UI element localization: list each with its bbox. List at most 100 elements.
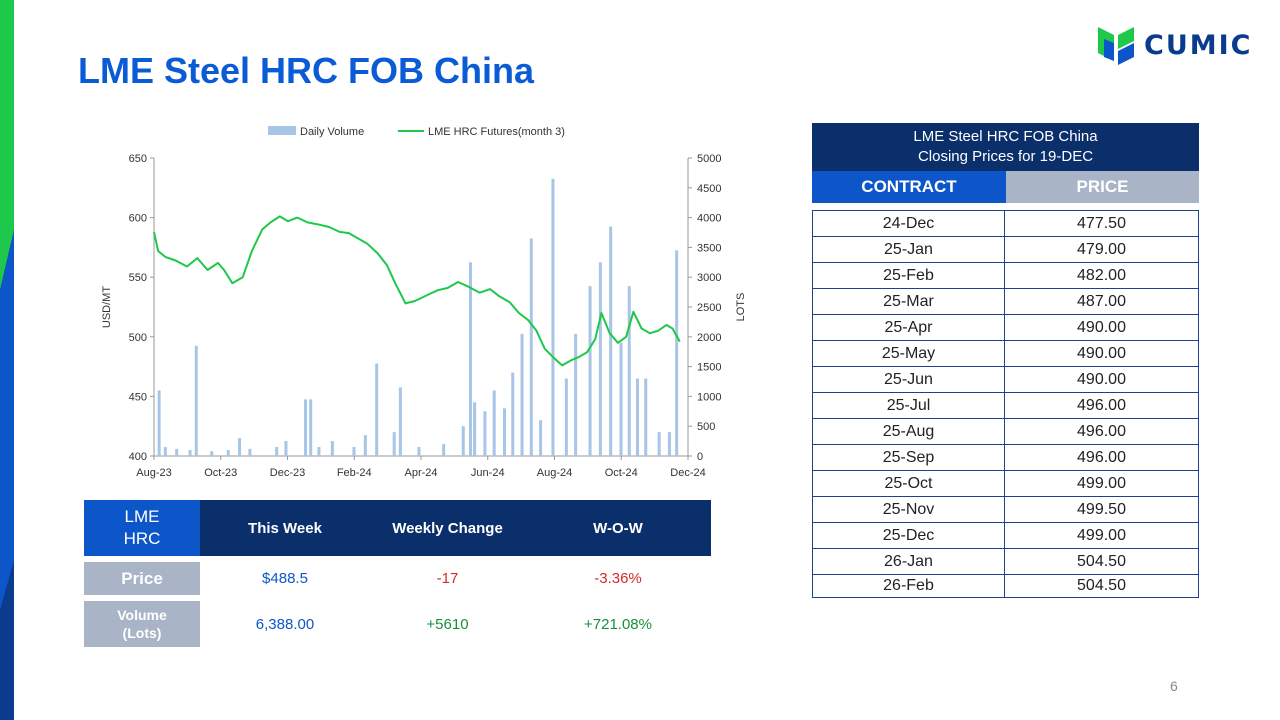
y-axis-right-title: LOTS xyxy=(735,293,747,322)
volume-bar xyxy=(520,333,524,456)
weekly-summary-table: LME HRC This Week Weekly Change W-O-W Pri… xyxy=(84,500,711,647)
table-row: 25-Mar 487.00 xyxy=(813,289,1198,315)
price-cell: 499.00 xyxy=(1077,526,1126,544)
volume-label-line1: Volume xyxy=(117,607,167,623)
volume-bar xyxy=(442,444,446,456)
y-right-tick-label: 500 xyxy=(697,421,715,433)
contract-cell: 25-Nov xyxy=(813,497,1005,522)
table-row: 26-Jan 504.50 xyxy=(813,549,1198,575)
x-tick-label: Feb-24 xyxy=(337,467,372,479)
table-row: 25-Oct 499.00 xyxy=(813,471,1198,497)
contract-cell: 25-Aug xyxy=(813,419,1005,444)
summary-header-row: LME HRC This Week Weekly Change W-O-W xyxy=(84,500,711,556)
volume-this-week: 6,388.00 xyxy=(255,615,315,633)
contract-cell: 25-Jan xyxy=(813,237,1005,262)
volume-bar xyxy=(609,226,613,456)
y-right-tick-label: 3500 xyxy=(697,242,721,254)
volume-bar xyxy=(473,402,477,456)
summary-corner-label: LME HRC xyxy=(84,500,200,556)
volume-bar xyxy=(657,432,661,456)
prices-title-line1: LME Steel HRC FOB China xyxy=(913,128,1098,145)
y-right-tick-label: 0 xyxy=(697,451,703,463)
corner-label-line1: LME xyxy=(124,507,160,526)
price-cell: 482.00 xyxy=(1077,266,1126,284)
contract-cell: 25-Sep xyxy=(813,445,1005,470)
volume-bar xyxy=(157,390,161,456)
table-row: 25-Jun 490.00 xyxy=(813,367,1198,393)
y-left-tick-label: 650 xyxy=(129,153,147,165)
table-row: 25-Dec 499.00 xyxy=(813,523,1198,549)
volume-bar xyxy=(304,399,308,456)
col-price-header: PRICE xyxy=(1006,171,1199,203)
price-cell: 487.00 xyxy=(1077,292,1126,310)
summary-price-row: Price $488.5 -17 -3.36% xyxy=(84,562,711,595)
y-left-tick-label: 400 xyxy=(129,451,147,463)
contract-cell: 25-Jul xyxy=(813,393,1005,418)
header-wow: W-O-W xyxy=(593,519,643,537)
y-left-tick-label: 600 xyxy=(129,213,147,225)
price-cell: 504.50 xyxy=(1077,577,1126,594)
price-wow: -3.36% xyxy=(594,570,642,587)
volume-bar xyxy=(627,286,631,456)
contract-cell: 25-Apr xyxy=(813,315,1005,340)
contract-cell: 25-Dec xyxy=(813,523,1005,548)
accent-stripe xyxy=(0,0,14,720)
price-cell: 496.00 xyxy=(1077,422,1126,440)
y-right-tick-label: 1000 xyxy=(697,391,721,403)
y-right-tick-label: 2500 xyxy=(697,302,721,314)
legend-volume-label: Daily Volume xyxy=(300,126,364,138)
prices-column-headers: CONTRACT PRICE xyxy=(812,171,1199,203)
price-cell: 490.00 xyxy=(1077,318,1126,336)
volume-bar xyxy=(503,408,507,456)
x-tick-label: Aug-23 xyxy=(136,467,171,479)
price-cell: 490.00 xyxy=(1077,344,1126,362)
x-tick-label: Oct-24 xyxy=(605,467,638,479)
volume-bar xyxy=(330,441,334,456)
summary-volume-row: Volume (Lots) 6,388.00 +5610 +721.08% xyxy=(84,601,711,647)
price-cell: 496.00 xyxy=(1077,448,1126,466)
volume-bar xyxy=(588,286,592,456)
volume-bar xyxy=(352,447,356,456)
volume-bar xyxy=(363,435,367,456)
table-row: 24-Dec 477.50 xyxy=(813,211,1198,237)
volume-bar xyxy=(461,426,465,456)
volume-bar xyxy=(398,387,402,456)
volume-bar xyxy=(375,363,379,456)
volume-bar xyxy=(248,448,252,456)
volume-bar xyxy=(392,432,396,456)
volume-bar xyxy=(317,447,321,456)
volume-label-line2: (Lots) xyxy=(122,625,162,641)
page-title: LME Steel HRC FOB China xyxy=(78,50,535,91)
closing-prices-table: LME Steel HRC FOB China Closing Prices f… xyxy=(812,123,1199,598)
prices-table-title: LME Steel HRC FOB China Closing Prices f… xyxy=(812,123,1199,171)
x-tick-label: Apr-24 xyxy=(404,467,437,479)
price-cell: 499.50 xyxy=(1077,500,1126,518)
table-row: 25-Aug 496.00 xyxy=(813,419,1198,445)
prices-rows: 24-Dec 477.50 25-Jan 479.00 25-Feb 482.00 25-M… xyxy=(812,210,1199,598)
volume-bar xyxy=(574,333,578,456)
legend-futures-label: LME HRC Futures(month 3) xyxy=(428,126,565,138)
y-right-tick-label: 4500 xyxy=(697,183,721,195)
col-contract-header: CONTRACT xyxy=(812,171,1006,203)
chart-canvas: 6506005505004504005000450040003500300025… xyxy=(101,126,747,479)
volume-bar xyxy=(511,372,515,456)
contract-cell: 24-Dec xyxy=(813,211,1005,236)
y-right-tick-label: 4000 xyxy=(697,213,721,225)
x-tick-label: Dec-24 xyxy=(670,467,705,479)
table-row: 25-Sep 496.00 xyxy=(813,445,1198,471)
price-change: -17 xyxy=(436,570,459,587)
volume-bar xyxy=(492,390,496,456)
contract-cell: 26-Feb xyxy=(813,575,1005,597)
price-cell: 496.00 xyxy=(1077,396,1126,414)
y-left-tick-label: 550 xyxy=(129,272,147,284)
volume-bar xyxy=(284,441,288,456)
price-row-label: Price xyxy=(84,562,200,595)
volume-bar xyxy=(275,447,279,456)
x-tick-label: Jun-24 xyxy=(471,467,505,479)
y-left-tick-label: 450 xyxy=(129,391,147,403)
legend-volume-swatch xyxy=(268,126,296,135)
volume-wow: +721.08% xyxy=(584,615,652,633)
volume-bar xyxy=(226,450,230,456)
volume-bar xyxy=(194,345,198,456)
volume-bar xyxy=(619,342,623,456)
